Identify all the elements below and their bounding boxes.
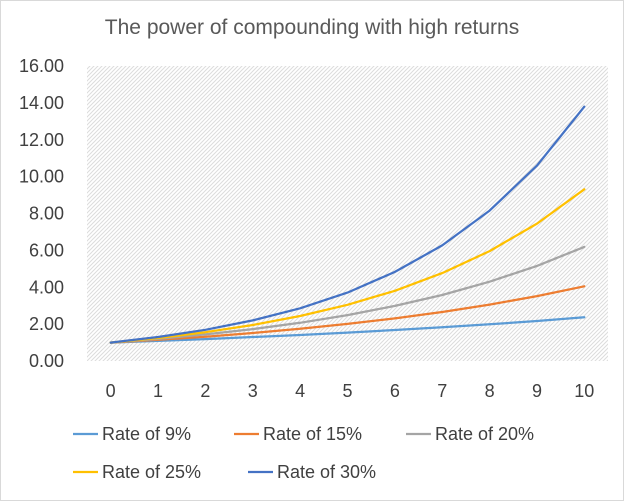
legend-item: Rate of 9% [73,424,191,444]
legend-label: Rate of 20% [435,424,534,444]
legend-label: Rate of 9% [102,424,191,444]
x-tick-label: 0 [106,381,116,401]
legend: Rate of 9% Rate of 15% Rate of 20% Rate of … [73,424,534,482]
y-tick-label: 8.00 [29,204,64,224]
x-tick-label: 10 [574,381,594,401]
series-lines [109,105,586,344]
x-tick-label: 3 [248,381,258,401]
x-tick-label: 4 [295,381,305,401]
y-tick-label: 6.00 [29,240,64,260]
legend-item: Rate of 20% [406,424,534,444]
legend-item: Rate of 25% [73,462,201,482]
legend-item: Rate of 30% [248,462,376,482]
x-tick-label: 5 [342,381,352,401]
series-line-2 [109,285,586,344]
x-tick-label: 9 [532,381,542,401]
chart-title: The power of compounding with high retur… [105,16,519,39]
x-tick-label: 7 [437,381,447,401]
y-tick-label: 14.00 [19,93,64,113]
y-tick-label: 10.00 [19,167,64,187]
x-tick-label: 2 [200,381,210,401]
legend-label: Rate of 30% [277,462,376,482]
legend-label: Rate of 25% [102,462,201,482]
y-axis: 0.00 2.00 4.00 6.00 8.00 10.00 12.00 14.00 16.00 [19,56,64,371]
series-line-3 [109,245,586,344]
x-tick-label: 8 [485,381,495,401]
y-tick-label: 4.00 [29,277,64,297]
legend-label: Rate of 15% [263,424,362,444]
series-line-1 [109,316,586,344]
series-line-5 [109,105,586,344]
plot-area [87,66,608,361]
y-tick-label: 0.00 [29,351,64,371]
x-axis: 0 1 2 3 4 5 6 7 8 9 10 [106,381,595,401]
x-tick-label: 1 [153,381,163,401]
series-line-4 [109,188,586,344]
y-tick-label: 12.00 [19,130,64,150]
y-tick-label: 2.00 [29,314,64,334]
y-tick-label: 16.00 [19,56,64,76]
legend-item: Rate of 15% [234,424,362,444]
x-tick-label: 6 [390,381,400,401]
